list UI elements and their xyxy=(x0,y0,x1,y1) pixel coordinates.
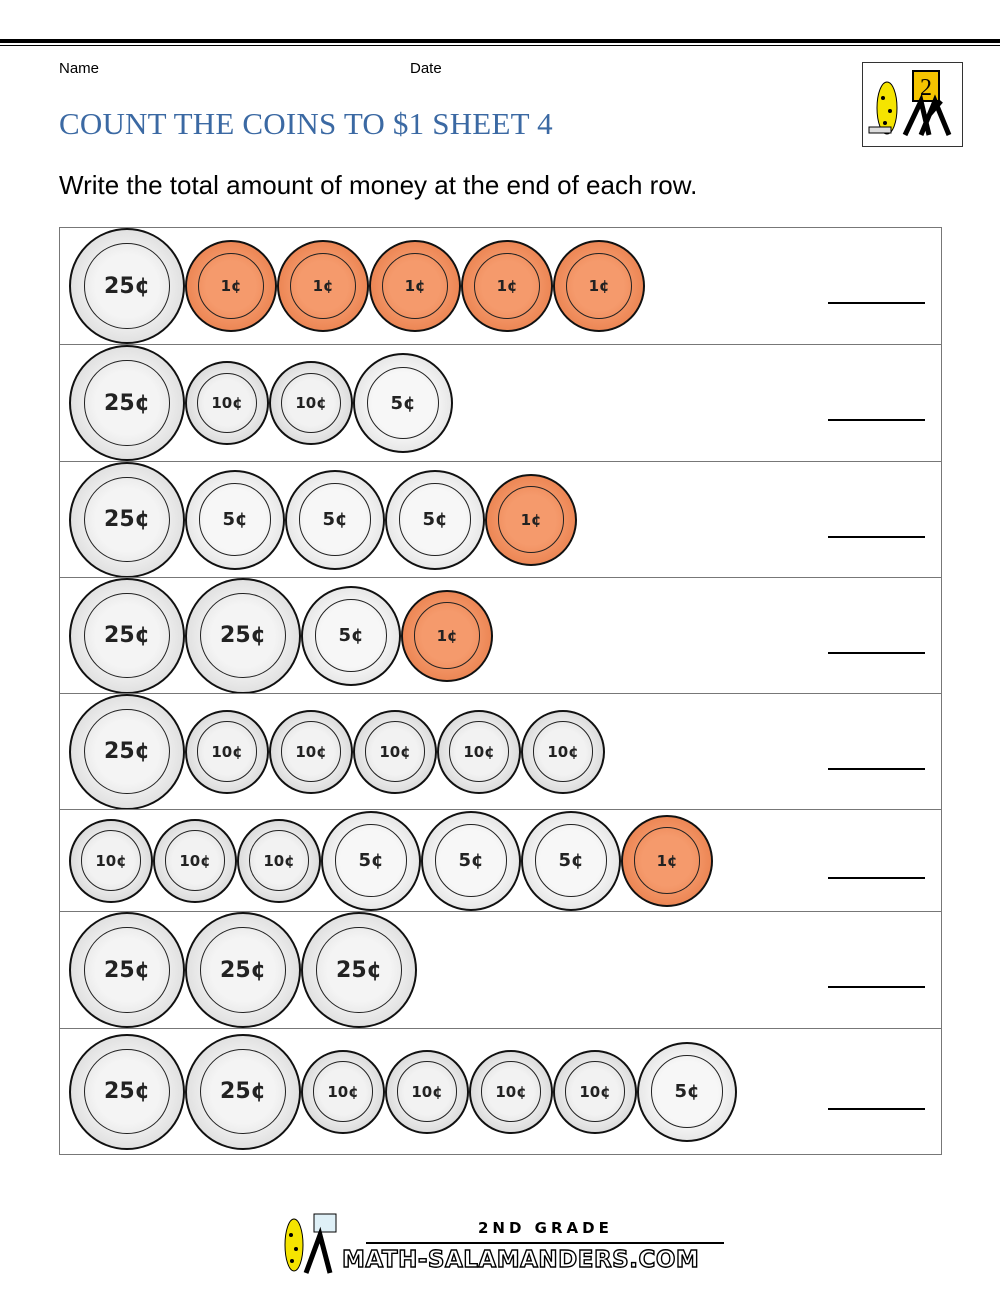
penny-coin-icon: 1¢ xyxy=(369,240,461,332)
answer-line[interactable] xyxy=(828,1107,925,1110)
nickel-coin-icon: 5¢ xyxy=(521,810,621,911)
penny-coin-icon: 1¢ xyxy=(553,240,645,332)
top-rule xyxy=(0,39,1000,43)
dime-coin-icon: 10¢ xyxy=(237,818,321,903)
quarter-coin-icon: 25¢ xyxy=(185,1033,301,1150)
answer-line[interactable] xyxy=(828,535,925,538)
quarter-coin-icon: 25¢ xyxy=(69,693,185,810)
coin-row: 25¢ 25¢ 10¢ 10¢ 10¢ 10¢ 5¢ xyxy=(60,1028,941,1154)
answer-line[interactable] xyxy=(828,767,925,770)
quarter-coin-icon: 25¢ xyxy=(69,461,185,578)
coin-row: 25¢ 25¢ 5¢ 1¢ xyxy=(60,577,941,694)
dime-coin-icon: 10¢ xyxy=(185,709,269,794)
penny-coin-icon: 1¢ xyxy=(401,589,493,682)
coin-row: 10¢ 10¢ 10¢ 5¢ 5¢ 5¢ 1¢ xyxy=(60,809,941,911)
quarter-coin-icon: 25¢ xyxy=(69,912,185,1028)
penny-coin-icon: 1¢ xyxy=(485,473,577,566)
penny-coin-icon: 1¢ xyxy=(277,240,369,332)
coin-row: 25¢ 10¢ 10¢ 5¢ xyxy=(60,344,941,461)
date-label: Date xyxy=(410,60,442,77)
coin-row: 25¢ 5¢ 5¢ 5¢ 1¢ xyxy=(60,461,941,578)
penny-coin-icon: 1¢ xyxy=(185,240,277,332)
salamander-logo: 2 xyxy=(862,62,963,147)
footer-rule xyxy=(366,1242,724,1244)
svg-text:2: 2 xyxy=(920,75,932,101)
answer-line[interactable] xyxy=(828,876,925,879)
coin-table: 25¢ 1¢ 1¢ 1¢ 1¢ 1¢ 25¢ 10¢ 10¢ 5¢ 25¢ 5¢ 5¢ 5¢ 1¢ 25¢ 25… xyxy=(59,227,942,1155)
penny-coin-icon: 1¢ xyxy=(461,240,553,332)
top-rule-thin xyxy=(0,45,1000,46)
dime-coin-icon: 10¢ xyxy=(521,709,605,794)
quarter-coin-icon: 25¢ xyxy=(69,228,185,344)
nickel-coin-icon: 5¢ xyxy=(301,585,401,686)
dime-coin-icon: 10¢ xyxy=(269,709,353,794)
dime-coin-icon: 10¢ xyxy=(469,1049,553,1134)
answer-line[interactable] xyxy=(828,419,925,421)
nickel-coin-icon: 5¢ xyxy=(285,469,385,570)
dime-coin-icon: 10¢ xyxy=(153,818,237,903)
quarter-coin-icon: 25¢ xyxy=(185,577,301,694)
nickel-coin-icon: 5¢ xyxy=(185,469,285,570)
answer-line[interactable] xyxy=(828,986,925,988)
quarter-coin-icon: 25¢ xyxy=(185,912,301,1028)
dime-coin-icon: 10¢ xyxy=(269,361,353,445)
quarter-coin-icon: 25¢ xyxy=(69,345,185,461)
name-label: Name xyxy=(59,60,100,77)
instructions: Write the total amount of money at the e… xyxy=(59,170,698,200)
quarter-coin-icon: 25¢ xyxy=(69,1033,185,1150)
footer-site: MATH-SALAMANDERS.COM xyxy=(341,1246,700,1273)
nickel-coin-icon: 5¢ xyxy=(321,810,421,911)
answer-line[interactable] xyxy=(828,651,925,654)
nickel-coin-icon: 5¢ xyxy=(421,810,521,911)
nickel-coin-icon: 5¢ xyxy=(637,1041,737,1142)
dime-coin-icon: 10¢ xyxy=(301,1049,385,1134)
answer-line[interactable] xyxy=(828,302,925,304)
penny-coin-icon: 1¢ xyxy=(621,814,713,907)
coin-row: 25¢ 25¢ 25¢ xyxy=(60,911,941,1028)
footer-grade: 2ND GRADE xyxy=(478,1219,613,1237)
nickel-coin-icon: 5¢ xyxy=(353,353,453,453)
quarter-coin-icon: 25¢ xyxy=(301,912,417,1028)
dime-coin-icon: 10¢ xyxy=(553,1049,637,1134)
page-title: COUNT THE COINS TO $1 SHEET 4 xyxy=(59,106,553,141)
dime-coin-icon: 10¢ xyxy=(437,709,521,794)
coin-row: 25¢ 10¢ 10¢ 10¢ 10¢ 10¢ xyxy=(60,693,941,810)
dime-coin-icon: 10¢ xyxy=(69,818,153,903)
footer-logo: 2ND GRADE MATH-SALAMANDERS.COM xyxy=(278,1213,728,1275)
quarter-coin-icon: 25¢ xyxy=(69,577,185,694)
dime-coin-icon: 10¢ xyxy=(353,709,437,794)
dime-coin-icon: 10¢ xyxy=(185,361,269,445)
dime-coin-icon: 10¢ xyxy=(385,1049,469,1134)
nickel-coin-icon: 5¢ xyxy=(385,469,485,570)
coin-row: 25¢ 1¢ 1¢ 1¢ 1¢ 1¢ xyxy=(60,228,941,344)
